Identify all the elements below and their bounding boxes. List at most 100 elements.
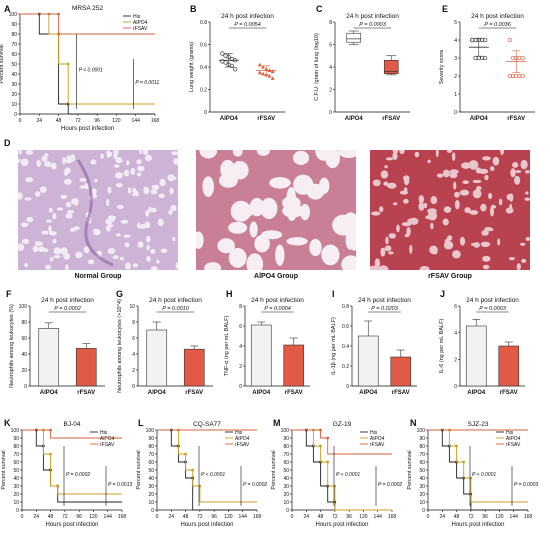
data-point: [220, 51, 225, 56]
y-tick-label: 0: [239, 384, 242, 390]
alveolar-space: [145, 235, 151, 243]
alveolar-space: [96, 250, 103, 256]
alveolar-space: [488, 192, 493, 200]
data-point: [483, 55, 488, 61]
alveolar-space: [468, 160, 479, 170]
y-tick-label: 80: [283, 444, 289, 450]
panel-letter-d: D: [4, 138, 11, 148]
alveolar-space: [454, 199, 460, 210]
alveolar-space: [436, 173, 444, 178]
p-value-label: P < 0.0001: [201, 472, 225, 478]
y-tick-label: 5: [454, 20, 457, 26]
chart-title: 24 h post infection: [149, 297, 202, 304]
alveolar-space: [115, 183, 123, 188]
x-tick-label: 168: [388, 514, 397, 520]
y-tick-label: 80: [148, 444, 154, 450]
alveolar-space: [525, 191, 529, 195]
alveolar-space: [480, 203, 487, 212]
alveolar-space: [520, 242, 526, 246]
alveolar-space: [116, 204, 124, 210]
y-tick-label: 0.4: [342, 344, 349, 350]
y-tick-label: 30: [283, 484, 289, 490]
y-tick-label: 2: [329, 88, 332, 94]
y-tick-label: 0: [14, 112, 17, 118]
alveolar-space: [34, 191, 41, 197]
chart-title: 24 h post infection: [471, 13, 524, 20]
y-tick-label: 20: [148, 492, 154, 498]
alveolar-space: [462, 180, 469, 185]
panel-letter-b: B: [190, 4, 197, 14]
box-body: [346, 32, 362, 43]
alveolar-space: [44, 161, 52, 167]
series-point: [191, 468, 194, 472]
alveolar-space: [144, 221, 151, 228]
x-tick-label: 144: [374, 514, 383, 520]
y-tick-label: 60: [13, 460, 19, 466]
y-tick-label: 20: [21, 368, 27, 374]
alveolar-space: [481, 230, 489, 236]
data-point: [232, 67, 238, 72]
caption-rfsav-group: rFSAV Group: [428, 273, 472, 280]
alveolar-space: [459, 236, 466, 246]
alveolar-space: [107, 223, 114, 228]
alveolar-space: [492, 156, 500, 166]
y-tick-label: 40: [148, 476, 154, 482]
alveolar-space: [75, 251, 83, 259]
panel-i: I 0 0.2 0.4 0.6 0.8 IL-1β (ng per mL BALF) 24 h…: [331, 289, 417, 396]
alveolar-space: [45, 219, 53, 223]
alveolar-space: [459, 189, 470, 196]
x-axis-label: Hours post infection: [315, 522, 368, 528]
alveolar-space: [175, 262, 178, 269]
alveolar-space: [435, 150, 439, 158]
alveolar-space: [18, 150, 22, 155]
alveolar-space: [44, 153, 49, 157]
y-tick-label: 50: [283, 468, 289, 474]
y-axis-label: Percent survival: [136, 450, 142, 489]
y-tick-label: 0: [422, 508, 425, 514]
y-tick-label: 100: [9, 12, 18, 18]
alveolar-space: [133, 190, 139, 196]
panel-letter-i: I: [332, 289, 335, 299]
alveolar-space: [196, 231, 204, 249]
y-tick-label: 8: [239, 304, 242, 310]
x-tick-label: 168: [118, 514, 127, 520]
y-tick-label: 0: [346, 384, 349, 390]
data-point: [267, 74, 272, 78]
alveolar-space: [392, 152, 398, 161]
alveolar-space: [306, 183, 325, 200]
alveolar-space: [512, 162, 519, 168]
y-tick-label: 60: [283, 460, 289, 466]
x-tick-label: 24: [440, 514, 446, 520]
alveolar-space: [515, 170, 522, 173]
alveolar-space: [202, 176, 214, 198]
y-tick-label: 40: [283, 476, 289, 482]
x-axis-label: Hours post infection: [451, 522, 504, 528]
alveolar-space: [69, 227, 76, 232]
x-tick-label: 144: [239, 514, 248, 520]
micrograph-normal-group: [18, 150, 178, 270]
legend-label: AlPO4: [506, 436, 521, 442]
alveolar-space: [171, 151, 178, 156]
y-tick-label: 60: [148, 460, 154, 466]
alveolar-space: [113, 152, 118, 160]
alveolar-space: [444, 238, 450, 244]
data-point: [270, 69, 275, 74]
p-value-label: P < 0.0001: [79, 68, 103, 74]
y-tick-label: 10: [419, 500, 425, 506]
alveolar-space: [427, 159, 431, 164]
y-tick-label: 90: [283, 436, 289, 442]
alveolar-space: [393, 202, 398, 206]
y-tick-label: 100: [146, 428, 155, 434]
y-tick-label: 70: [148, 452, 154, 458]
legend-label: AlPO4: [235, 436, 250, 442]
y-tick-label: 70: [11, 42, 17, 48]
alveolar-space: [525, 237, 530, 241]
y-tick-label: 1: [454, 92, 457, 98]
alveolar-space: [399, 150, 405, 155]
series-point: [184, 452, 187, 456]
data-point: [520, 73, 525, 79]
alveolar-space: [409, 244, 413, 254]
x-tick-label: 144: [104, 514, 113, 520]
alveolar-space: [399, 190, 409, 195]
x-category-label: AlPO4: [467, 390, 486, 396]
